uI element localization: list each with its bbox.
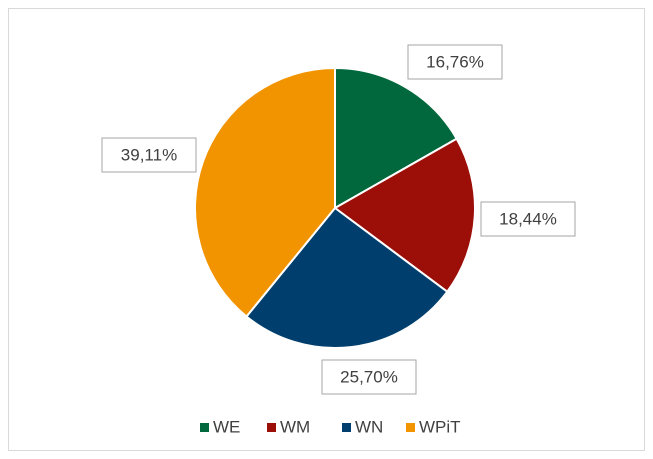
pie-slice xyxy=(334,66,459,210)
data-label-box xyxy=(321,359,417,395)
data-label: 18,44% xyxy=(499,209,557,228)
data-label-box xyxy=(407,44,503,80)
legend-label: WM xyxy=(280,417,310,436)
legend-label: WE xyxy=(213,417,240,436)
pie-slice xyxy=(194,66,336,318)
data-label: 25,70% xyxy=(340,367,398,386)
legend-label: WPiT xyxy=(419,417,461,436)
data-label: 39,11% xyxy=(121,145,177,164)
legend-swatch xyxy=(200,423,209,432)
legend-label: WN xyxy=(355,417,383,436)
pie-slice xyxy=(245,206,449,349)
pie-slice xyxy=(333,137,476,294)
legend-swatch xyxy=(267,423,276,432)
data-label: 16,76% xyxy=(426,52,484,71)
legend-swatch xyxy=(406,423,415,432)
data-label-box xyxy=(480,201,576,237)
data-label-box xyxy=(101,137,197,173)
legend-swatch xyxy=(342,423,351,432)
